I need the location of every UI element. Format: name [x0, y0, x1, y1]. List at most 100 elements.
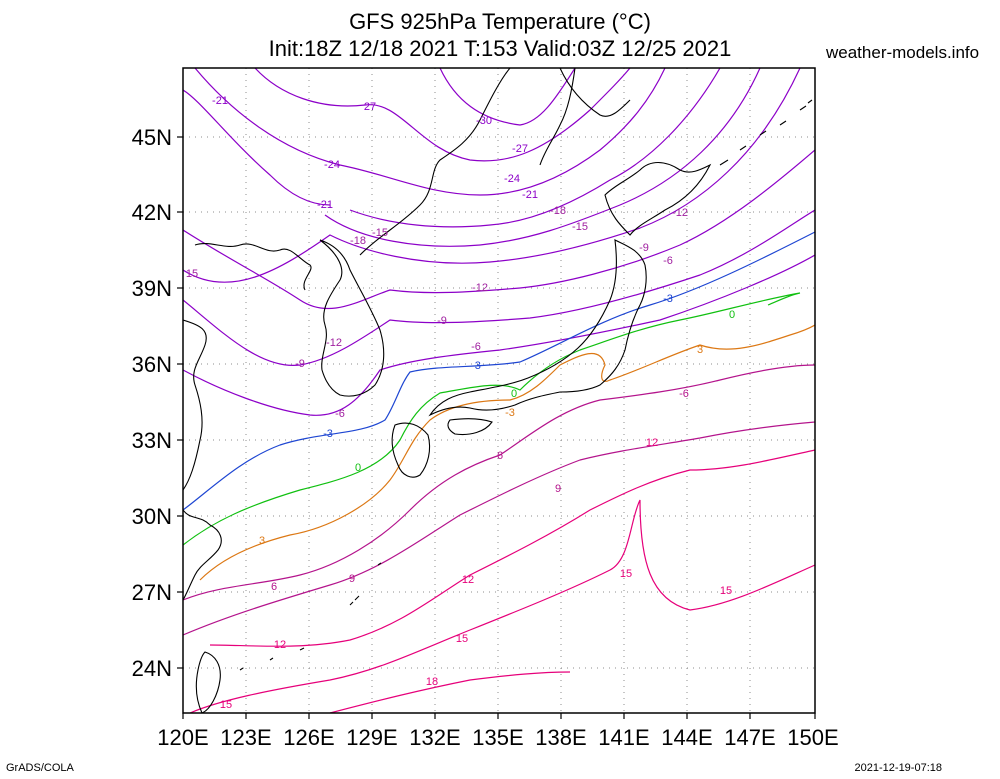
contour-label: -18 [350, 235, 366, 247]
lon-label: 126E [283, 725, 334, 750]
coastlines [183, 68, 813, 713]
coast-east-china-coast [183, 509, 222, 601]
contour-minus9 [183, 209, 815, 366]
contour-label: 3 [259, 535, 265, 547]
contour-label: 15 [456, 633, 468, 645]
lat-labels: 45N 42N 39N 36N 33N 30N 27N 24N [132, 125, 172, 681]
coast-korea [319, 239, 385, 397]
contour-label: -9 [437, 315, 447, 327]
coast-kurils [719, 99, 813, 166]
contour-label: 12 [646, 437, 658, 449]
coast-honshu [428, 239, 647, 417]
coast-russia-manchuria [359, 68, 631, 256]
contour-label: -15 [372, 227, 388, 239]
contour-label: -6 [663, 255, 673, 267]
lat-label: 30N [132, 504, 172, 529]
contour-label: 12 [462, 574, 474, 586]
contour-label: 15 [620, 568, 632, 580]
lon-label: 120E [157, 725, 208, 750]
contour-plus3 [199, 324, 815, 581]
lat-label: 33N [132, 428, 172, 453]
lon-labels: 120E 123E 126E 129E 132E 135E 138E 141E … [157, 725, 838, 750]
contours-very-warm [189, 449, 815, 713]
contour-minus27 [254, 68, 631, 162]
contours-warm [183, 364, 815, 636]
contour-label: -6 [679, 388, 689, 400]
contour-label: 12 [274, 639, 286, 651]
lat-label: 42N [132, 200, 172, 225]
contour-label: -21 [522, 189, 538, 201]
lon-ticks [182, 713, 816, 719]
coast-taiwan [195, 651, 221, 713]
contour-plus9 [183, 421, 815, 636]
contour-minus30 [439, 68, 576, 126]
coast-hokkaido [604, 161, 712, 236]
map-subtitle: Init:18Z 12/18 2021 T:153 Valid:03Z 12/2… [268, 36, 732, 61]
map-title: GFS 925hPa Temperature (°C) [349, 9, 651, 34]
lon-label: 123E [220, 725, 271, 750]
contour-label: 15 [720, 585, 732, 597]
contour-labels: -30 27 -27 -24 -24 -21 -21 -21 -18 -18 -… [186, 95, 735, 711]
contours-cold [183, 68, 815, 416]
contour-label: 15 [186, 268, 198, 280]
contour-label: -21 [212, 95, 228, 107]
lon-label: 132E [409, 725, 460, 750]
contour-label: -30 [476, 115, 492, 127]
lon-label: 150E [787, 725, 838, 750]
contour-label: -12 [472, 282, 488, 294]
lon-label: 138E [535, 725, 586, 750]
contour-label: -18 [550, 205, 566, 217]
contour-label: -24 [324, 159, 340, 171]
contour-label: -6 [335, 408, 345, 420]
contour-label: 0 [511, 388, 517, 400]
coast-kyushu [391, 422, 431, 478]
lon-label: 135E [472, 725, 523, 750]
plot-area [183, 68, 815, 713]
contour-label: -12 [326, 337, 342, 349]
lat-label: 27N [132, 580, 172, 605]
coast-shikoku [447, 418, 493, 436]
contour-label: 0 [729, 309, 735, 321]
contour-label: 0 [355, 462, 361, 474]
contour-label: 27 [364, 101, 376, 113]
contour-label: 9 [349, 573, 355, 585]
site-credit: weather-models.info [826, 43, 980, 62]
contour-minus12 [183, 149, 815, 310]
contour-label: -3 [505, 407, 515, 419]
coast-sakhalin [539, 68, 576, 166]
plot-frame [182, 67, 816, 714]
contour-label: 15 [220, 699, 232, 711]
lat-label: 36N [132, 352, 172, 377]
contour-label: -15 [572, 221, 588, 233]
contour-label: -12 [672, 207, 688, 219]
contour-label: -6 [471, 341, 481, 353]
contour-minus15 [183, 68, 801, 283]
contour-zero [183, 292, 801, 546]
contour-plus15 [189, 499, 815, 713]
lon-label: 141E [598, 725, 649, 750]
lat-label: 45N [132, 125, 172, 150]
contour-label: 6 [497, 450, 503, 462]
lat-label: 39N [132, 276, 172, 301]
contour-label: -3 [663, 293, 673, 305]
lat-ticks [177, 136, 183, 669]
contour-label: -24 [504, 173, 520, 185]
lon-label: 144E [661, 725, 712, 750]
footer-credit: GrADS/COLA [6, 762, 74, 774]
contour-label: 3 [697, 344, 703, 356]
contour-minus21 [183, 68, 721, 228]
contour-plus12 [209, 449, 815, 647]
lon-label: 147E [724, 725, 775, 750]
contour-label: -21 [317, 199, 333, 211]
coast-mainland-asia [183, 243, 312, 491]
contour-minus6 [183, 254, 815, 416]
contour-label: -9 [639, 242, 649, 254]
contour-label: -3 [471, 360, 481, 372]
contour-plus6 [183, 364, 815, 601]
contour-minus3 [183, 231, 815, 511]
contour-label: 18 [426, 676, 438, 688]
coast-ryukyu [239, 562, 382, 671]
footer-timestamp: 2021-12-19-07:18 [854, 762, 942, 774]
contour-minus18 [324, 68, 761, 247]
